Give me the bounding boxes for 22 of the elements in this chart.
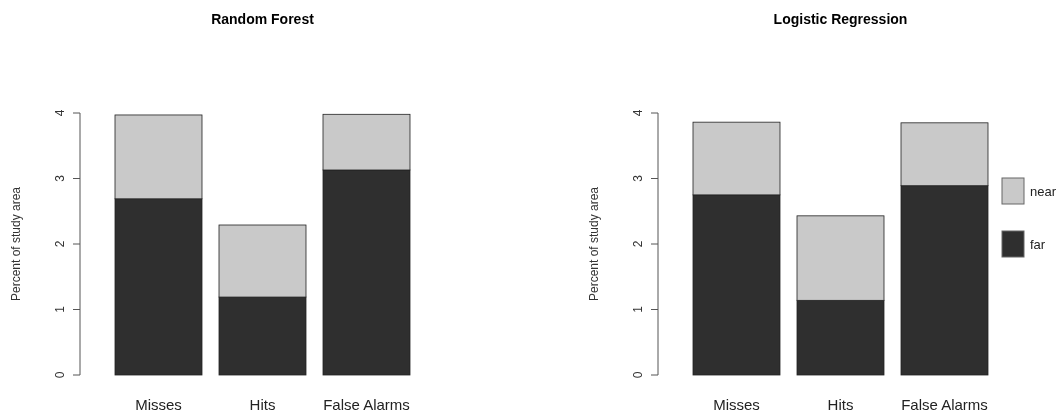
text: far xyxy=(1030,237,1046,252)
y-tick-label: 3 xyxy=(53,174,67,182)
y-tick-label: 4 xyxy=(631,109,645,117)
y-tick-label: 2 xyxy=(53,240,67,248)
y-axis-title: Percent of study area xyxy=(587,186,601,302)
x-tick-label: Misses xyxy=(135,396,182,413)
x-tick-label: False Alarms xyxy=(323,396,410,413)
y-tick-label: 0 xyxy=(53,371,67,379)
x-tick-label: False Alarms xyxy=(901,396,988,413)
y-tick-label: 3 xyxy=(631,174,645,182)
y-tick-label: 1 xyxy=(631,305,645,313)
y-axis-title: Percent of study area xyxy=(9,186,23,302)
x-tick-label: Hits xyxy=(827,396,854,413)
y-tick-label: 4 xyxy=(53,109,67,117)
y-tick-label: 2 xyxy=(631,240,645,248)
x-tick-label: Misses xyxy=(713,396,760,413)
chart-title: Random Forest xyxy=(211,11,315,27)
chart-title: Logistic Regression xyxy=(773,11,908,27)
x-tick-label: Hits xyxy=(249,396,276,413)
legend-label: near xyxy=(1030,184,1057,199)
y-tick-label: 1 xyxy=(53,305,67,313)
y-tick-label: 0 xyxy=(631,371,645,379)
